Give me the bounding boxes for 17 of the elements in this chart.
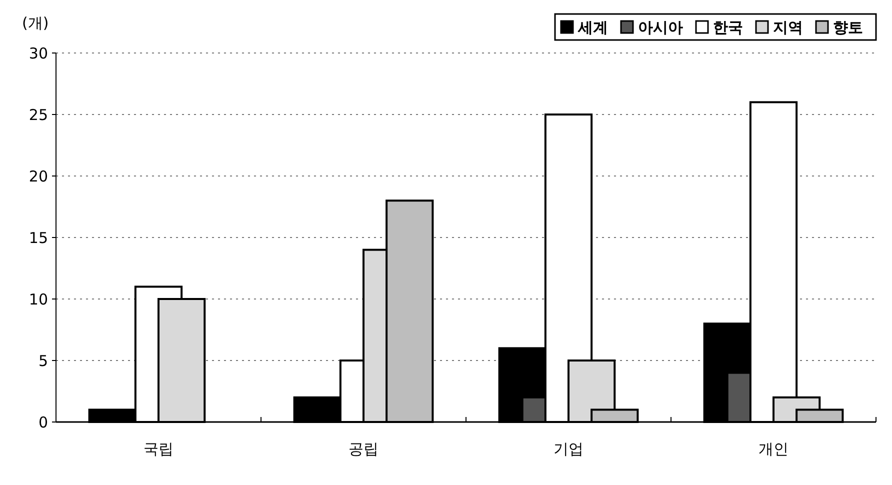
- y-tick-label: 25: [28, 106, 48, 124]
- y-tick-label: 20: [28, 167, 48, 186]
- y-axis-title: (개): [22, 14, 49, 32]
- legend-label: 지역: [773, 18, 803, 36]
- y-tick-label: 15: [28, 228, 48, 247]
- legend-label: 세계: [577, 18, 608, 36]
- y-tick-label: 0: [38, 413, 48, 432]
- y-tick-label: 5: [38, 352, 48, 370]
- legend-label: 아시아: [638, 18, 683, 36]
- y-tick-label: 10: [28, 290, 48, 308]
- x-tick-label: 개인: [758, 440, 788, 458]
- x-tick-label: 국립: [144, 440, 174, 458]
- x-tick-label: 기업: [554, 440, 584, 458]
- legend-label: 한국: [713, 18, 743, 36]
- legend-label: 향토: [833, 18, 863, 36]
- y-tick-label: 30: [28, 44, 48, 62]
- x-tick-label: 공립: [348, 440, 378, 458]
